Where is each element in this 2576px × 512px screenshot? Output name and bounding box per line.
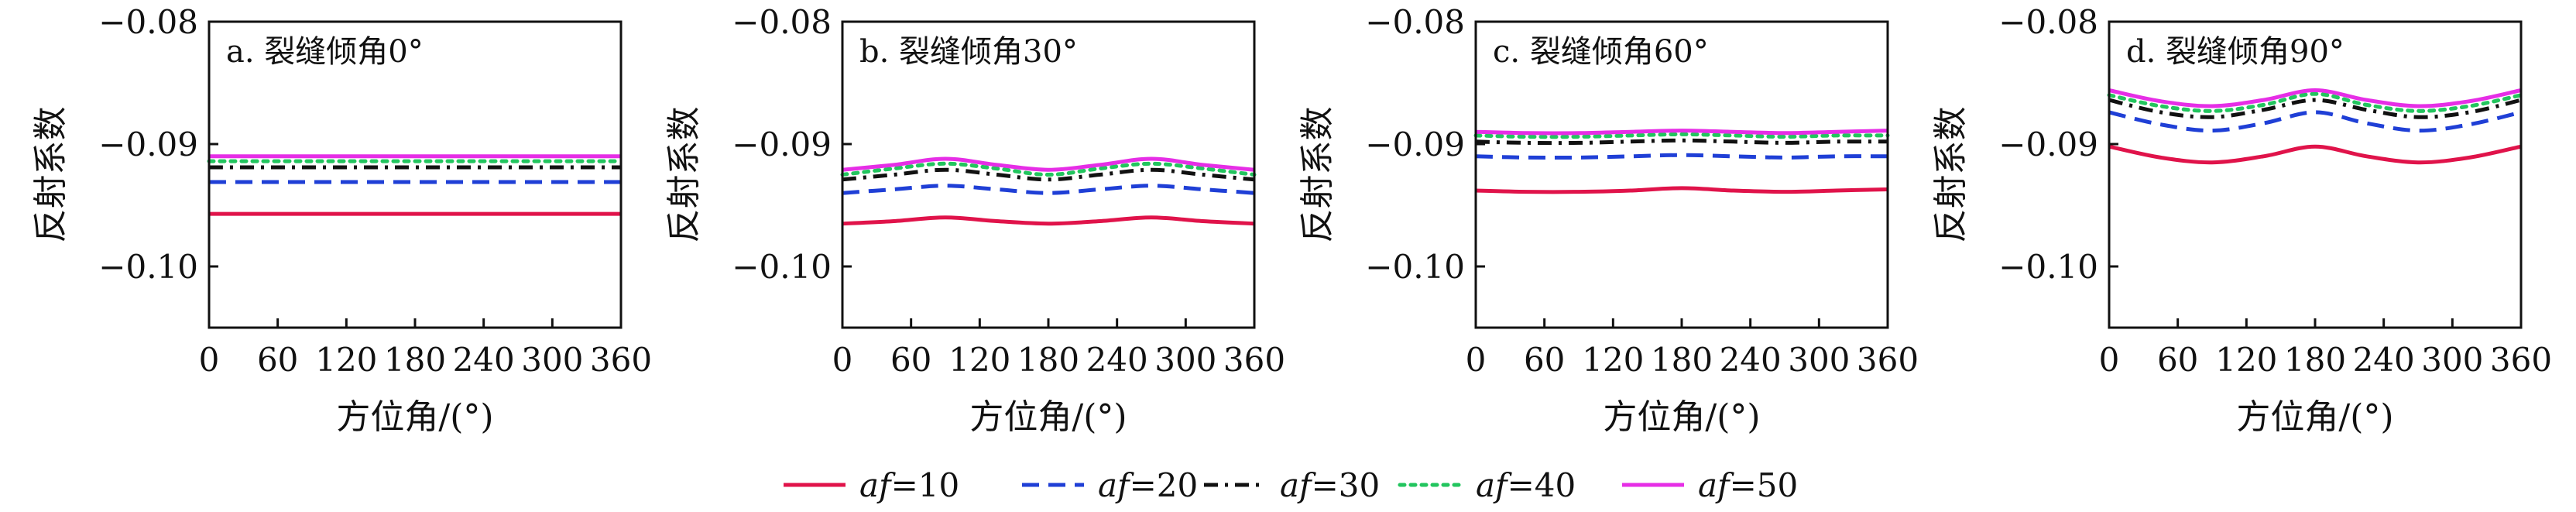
legend-item-3: af=30 [1204,466,1380,504]
y-axis-label: 反射系数 [31,107,70,243]
chart-panel-3: 0 60 120 180 240 300 360 −0.08 −0.09 −0.10 c. 裂缝倾角… [1298,3,1919,437]
x-tick-label: 360 [2490,341,2552,379]
x-tick-label: 360 [1857,341,1919,379]
series-line-af-10 [1475,186,1888,194]
series-line-af-20 [1475,153,1888,160]
y-axis-label: 反射系数 [1298,107,1337,243]
y-tick-label: −0.10 [1365,248,1465,286]
y-tick-label: −0.09 [1998,125,2098,163]
legend-item-1: af=10 [784,466,959,504]
x-tick-label: 60 [257,341,298,379]
legend-label-value: =50 [1730,466,1799,504]
x-tick-label: 300 [1788,341,1850,379]
x-tick-label: 0 [1466,341,1487,379]
x-tick-label: 60 [2157,341,2198,379]
legend-label-var: af [1698,466,1734,504]
legend-item-5: af=50 [1622,466,1798,504]
chart-panel-4: 0 60 120 180 240 300 360 −0.08 −0.09 −0.10 d. 裂缝倾角… [1931,3,2552,437]
y-tick-label: −0.09 [732,125,832,163]
legend-label-value: =40 [1508,466,1576,504]
x-tick-label: 120 [948,341,1010,379]
y-tick-label: −0.10 [98,248,198,286]
x-tick-label: 360 [590,341,652,379]
legend-label-value: =20 [1130,466,1199,504]
x-tick-label: 0 [832,341,853,379]
panel-title: b. 裂缝倾角30° [859,34,1078,70]
y-axis-label: 反射系数 [1931,107,1971,243]
legend-item-4: af=40 [1398,466,1576,504]
x-tick-label: 60 [890,341,931,379]
x-axis-label: 方位角/(°) [969,397,1127,437]
series-line-af-50 [1475,129,1888,136]
x-tick-label: 120 [315,341,377,379]
x-tick-label: 240 [1720,341,1782,379]
legend-label: af=30 [1280,466,1380,504]
y-tick-label: −0.08 [732,3,832,41]
x-tick-label: 360 [1223,341,1285,379]
chart-panels: 0 60 120 180 240 300 360−0.08−0.09−0.10a. 裂缝倾角… [31,3,2552,437]
x-tick-label: 180 [2284,341,2346,379]
legend-label-value: =10 [891,466,960,504]
x-tick-label: 180 [1017,341,1079,379]
y-tick-label: −0.08 [1365,3,1465,41]
x-axis-label: 方位角/(°) [336,397,493,437]
x-axis-label: 方位角/(°) [2236,397,2393,437]
legend-label: af=10 [859,466,959,504]
series-line-af-30 [2108,98,2522,119]
y-tick-label: −0.09 [1365,125,1465,163]
x-tick-label: 240 [453,341,515,379]
x-tick-label: 0 [2099,341,2120,379]
x-tick-label: 120 [2215,341,2277,379]
y-tick-label: −0.10 [732,248,832,286]
series-line-af-20 [2108,110,2522,133]
x-tick-label: 300 [2421,341,2483,379]
series-line-af-10 [842,215,1255,226]
x-tick-label: 180 [384,341,446,379]
x-tick-label: 120 [1582,341,1644,379]
legend-label: af=20 [1098,466,1198,504]
x-tick-label: 240 [1086,341,1148,379]
series-line-af-40 [1473,132,1890,139]
x-tick-label: 300 [521,341,583,379]
y-axis-label: 反射系数 [664,107,704,243]
legend: af=10 af=20 af=30 af=40 af=50 [784,466,1798,504]
x-tick-label: 180 [1651,341,1713,379]
panel-title: c. 裂缝倾角60° [1493,34,1709,70]
x-tick-label: 240 [2353,341,2415,379]
y-tick-label: −0.08 [98,3,198,41]
y-tick-label: −0.10 [1998,248,2098,286]
legend-label-var: af [1476,466,1512,504]
x-tick-label: 60 [1524,341,1565,379]
panel-title: a. 裂缝倾角0° [226,34,424,70]
series-line-af-40 [2107,91,2523,113]
legend-label-var: af [859,466,896,504]
x-tick-label: 300 [1154,341,1216,379]
series-line-af-40 [840,161,1257,177]
legend-item-2: af=20 [1022,466,1198,504]
series-line-af-30 [1475,138,1888,146]
x-tick-label: 0 [199,341,220,379]
chart-panel-2: 0 60 120 180 240 300 360 −0.08 −0.09 −0.10 b. 裂缝倾角… [664,3,1285,437]
series-line-af-50 [2108,88,2522,108]
series-line-af-20 [842,184,1255,195]
y-tick-label: −0.08 [1998,3,2098,41]
series-line-af-10 [2108,144,2522,165]
legend-label: af=40 [1476,466,1576,504]
panel-title: d. 裂缝倾角90° [2126,34,2344,70]
series-line-af-30 [842,167,1255,182]
x-axis-label: 方位角/(°) [1603,397,1760,437]
series-line-af-50 [842,156,1255,172]
legend-label: af=50 [1698,466,1798,504]
legend-label-var: af [1280,466,1316,504]
y-tick-label: −0.09 [98,125,198,163]
legend-label-value: =30 [1312,466,1381,504]
chart-panel-1: 0 60 120 180 240 300 360 −0.08 −0.09 −0.10 a. 裂缝倾角… [31,3,652,437]
legend-label-var: af [1098,466,1134,504]
